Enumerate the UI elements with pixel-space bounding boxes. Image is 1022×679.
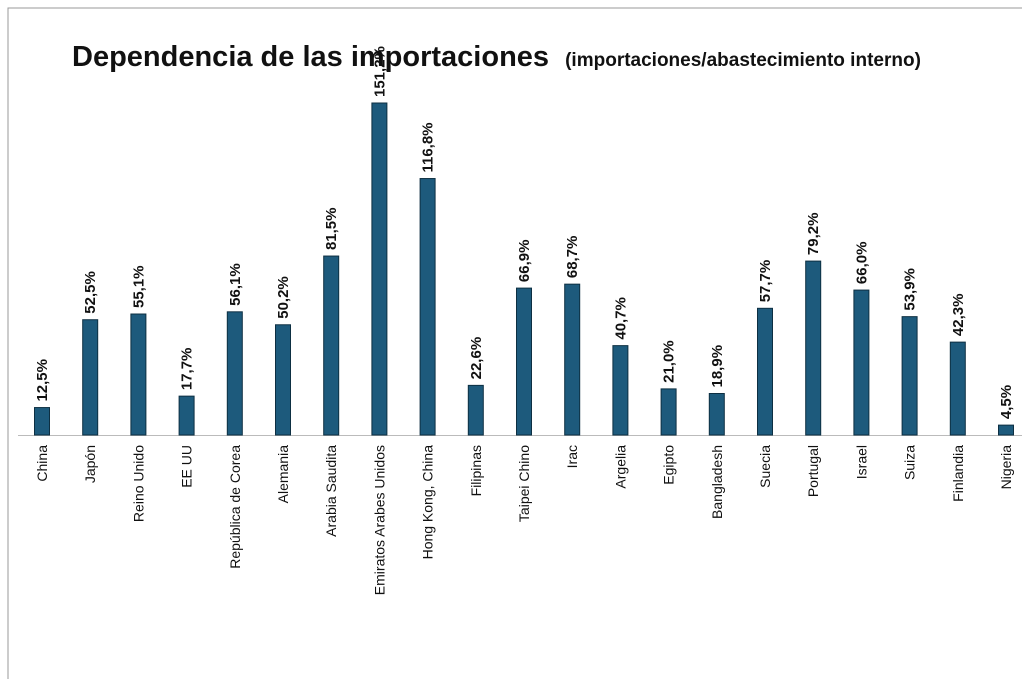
x-tick-label: Emiratos Arabes Unidos [371, 445, 387, 595]
x-tick-label: Alemania [275, 445, 291, 504]
x-tick-label: Arabia Saudita [323, 445, 339, 537]
value-label: 4,5% [998, 385, 1015, 419]
value-label: 81,5% [323, 207, 340, 250]
value-label: 66,0% [853, 242, 870, 285]
value-label: 55,1% [130, 265, 147, 308]
x-tick-label: Argelia [612, 445, 628, 489]
bar [564, 283, 581, 436]
bar [805, 260, 822, 436]
value-label: 17,7% [179, 348, 196, 391]
value-label: 66,9% [516, 240, 533, 283]
x-tick-label: República de Corea [227, 445, 243, 569]
x-tick-label: Japón [82, 445, 98, 483]
bar [323, 255, 340, 436]
bar [419, 178, 436, 436]
value-label: 151,2% [371, 46, 388, 97]
x-tick-label: Suiza [902, 445, 918, 480]
value-label: 50,2% [275, 276, 292, 319]
value-label: 18,9% [709, 345, 726, 388]
bar [82, 319, 99, 436]
bar [949, 341, 966, 436]
x-tick-label: Hong Kong, China [420, 445, 436, 560]
value-label: 40,7% [612, 297, 629, 340]
value-label: 116,8% [420, 122, 437, 172]
x-tick-label: Reino Unido [130, 445, 146, 522]
value-label: 21,0% [661, 340, 678, 383]
x-tick-label: Irac [564, 445, 580, 468]
value-label: 52,5% [82, 271, 99, 314]
value-label: 22,6% [468, 337, 485, 380]
bar [226, 311, 243, 436]
x-tick-label: China [34, 445, 50, 482]
x-tick-label: Finlandia [950, 445, 966, 502]
value-label: 56,1% [227, 263, 244, 306]
bar [612, 345, 629, 436]
bar [130, 313, 147, 436]
bar [708, 393, 725, 436]
bar [853, 289, 870, 436]
x-tick-label: Egipto [661, 445, 677, 485]
bar [467, 384, 484, 436]
bar [178, 395, 195, 436]
x-tick-label: Bangladesh [709, 445, 725, 519]
value-label: 57,7% [757, 260, 774, 303]
bar [660, 388, 677, 436]
bar [275, 324, 291, 436]
bar [998, 424, 1014, 436]
bar [901, 316, 918, 436]
x-tick-label: Filipinas [468, 445, 484, 496]
bar [34, 407, 50, 436]
value-label: 68,7% [564, 236, 581, 279]
title: Dependencia de las importaciones [72, 41, 549, 73]
value-label: 53,9% [902, 268, 919, 311]
bar [371, 102, 388, 436]
x-tick-label: Portugal [805, 445, 821, 497]
chart-title: Dependencia de las importaciones (import… [72, 41, 921, 73]
x-tick-label: EE UU [179, 445, 195, 488]
subtitle: (importaciones/abastecimiento interno) [565, 50, 921, 71]
x-tick-label: Taipei Chino [516, 445, 532, 522]
x-tick-label: Suecia [757, 445, 773, 488]
x-tick-label: Nigeria [998, 445, 1014, 490]
x-tick-label: Israel [853, 445, 869, 479]
value-label: 42,3% [950, 294, 967, 337]
bar [757, 307, 773, 436]
value-label: 79,2% [805, 213, 822, 256]
frame [7, 7, 1022, 679]
value-label: 12,5% [34, 359, 51, 402]
bar [516, 287, 532, 436]
